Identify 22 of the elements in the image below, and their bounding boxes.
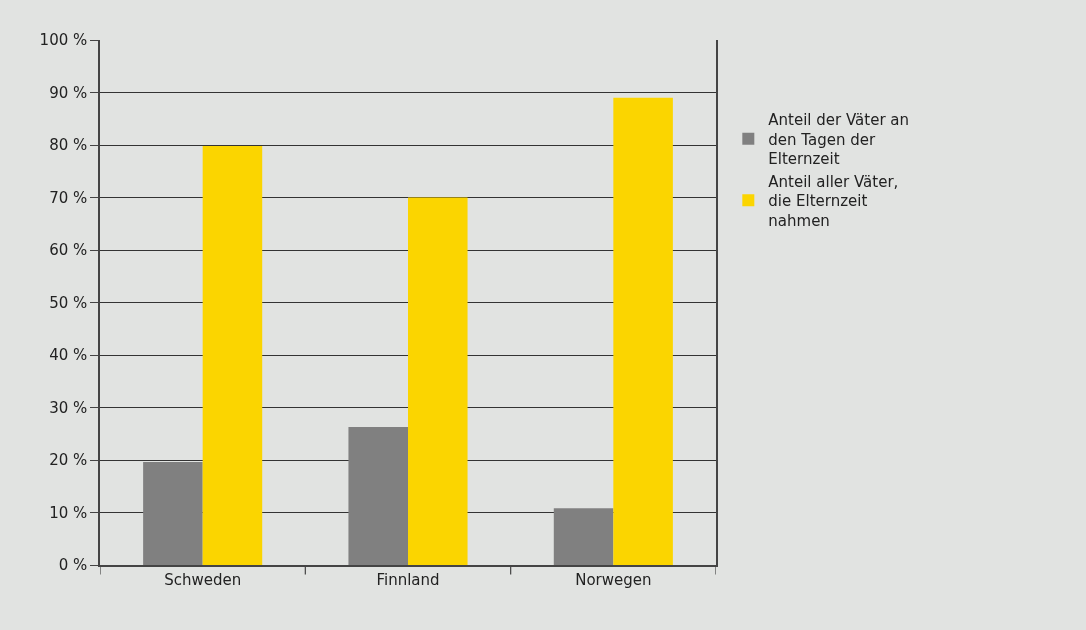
legend-label: Anteil aller Väter, die Elternzeit nahmen (768, 172, 899, 230)
bar (143, 462, 203, 565)
y-tick-label: 60 % (49, 241, 88, 260)
bar (613, 97, 673, 565)
bar (408, 197, 468, 565)
bar (553, 508, 614, 565)
bar (348, 426, 408, 565)
y-tick-label: 0 % (58, 556, 88, 575)
x-tick-label: Finnland (376, 570, 440, 589)
y-tick-label: 90 % (49, 83, 88, 102)
y-tick-label: 10 % (49, 503, 88, 522)
y-tick-label: 80 % (49, 136, 88, 155)
y-tick-label: 30 % (49, 398, 88, 417)
y-tick-label: 20 % (49, 451, 88, 470)
y-tick-label: 50 % (49, 293, 88, 312)
y-tick-label: 100 % (39, 31, 88, 50)
x-tick-label: Norwegen (575, 570, 652, 589)
y-tick-label: 70 % (49, 188, 88, 207)
legend-label: Anteil der Väter an den Tagen der Elternzeit (768, 111, 910, 169)
bar (202, 146, 263, 565)
y-tick-label: 40 % (49, 346, 88, 365)
x-tick-label: Schweden (164, 570, 242, 589)
